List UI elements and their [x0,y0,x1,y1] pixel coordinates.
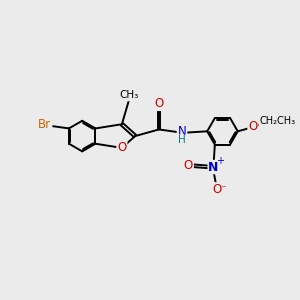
Text: O: O [117,141,127,154]
Text: ⁻: ⁻ [220,184,226,195]
Text: H: H [178,135,186,146]
Text: N: N [208,160,219,173]
Text: Br: Br [38,118,51,131]
Text: +: + [216,156,224,166]
Text: O: O [184,159,193,172]
Text: N: N [178,125,186,138]
Text: O: O [154,97,164,110]
Text: CH₂CH₃: CH₂CH₃ [260,116,296,127]
Text: CH₃: CH₃ [120,90,139,100]
Text: O: O [248,120,257,133]
Text: O: O [212,183,221,196]
